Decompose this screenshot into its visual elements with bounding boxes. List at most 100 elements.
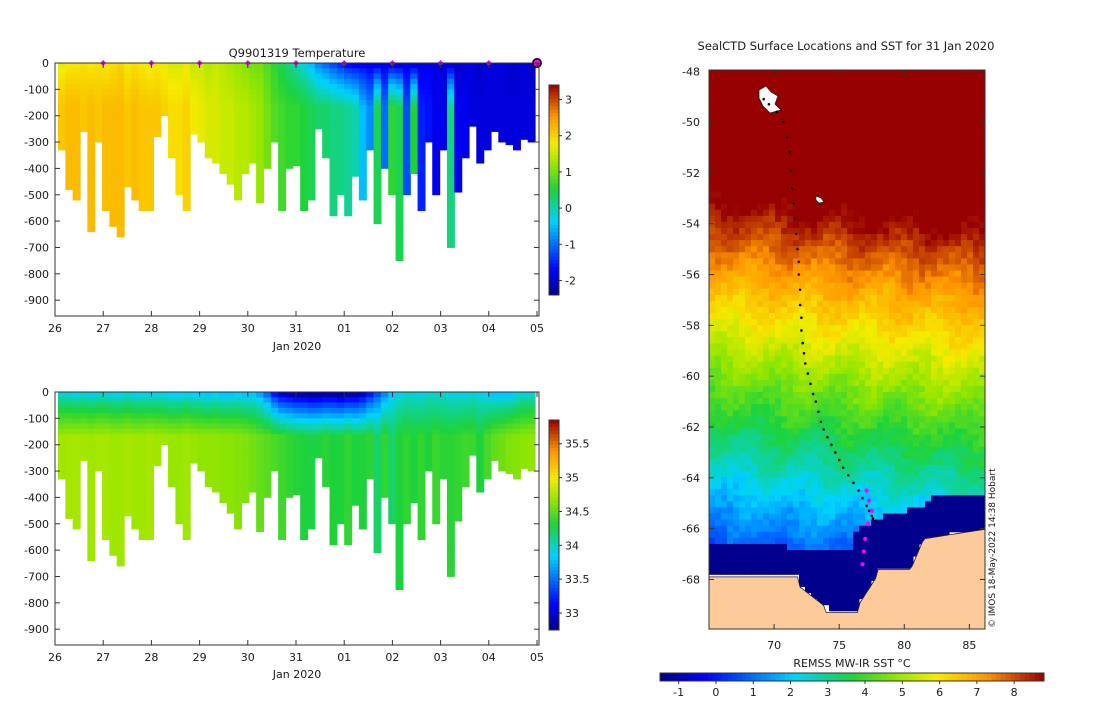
section-cell	[219, 413, 227, 419]
section-cell	[440, 450, 448, 456]
sst-cell	[883, 82, 890, 89]
section-cell	[330, 205, 338, 211]
section-cell	[212, 110, 220, 116]
section-cell	[374, 190, 382, 196]
section-cell	[241, 439, 249, 445]
sst-cell	[973, 216, 980, 223]
section-cell	[153, 84, 161, 90]
section-cell	[396, 95, 404, 101]
section-cell	[344, 110, 352, 116]
section-cell	[344, 105, 352, 111]
section-cell	[528, 74, 536, 80]
section-cell	[359, 519, 367, 525]
sst-cell	[775, 82, 782, 89]
section-cell	[212, 418, 220, 424]
sst-cell	[955, 222, 962, 229]
section-cell	[124, 184, 132, 187]
sst-cell	[745, 94, 752, 101]
sst-cell	[901, 301, 908, 308]
colorbar-step	[549, 592, 559, 596]
sst-cell	[763, 167, 770, 174]
section-cell	[403, 429, 411, 435]
section-cell	[124, 105, 132, 111]
sst-cell	[967, 301, 974, 308]
section-cell	[447, 126, 455, 132]
sst-cell	[751, 204, 758, 211]
sst-cell	[799, 216, 806, 223]
section-cell	[374, 408, 382, 414]
section-cell	[249, 392, 257, 398]
section-cell	[396, 576, 404, 582]
section-cell	[308, 476, 316, 482]
section-cell	[498, 455, 506, 461]
sst-cell	[931, 252, 938, 259]
sst-cell	[925, 258, 932, 265]
section-cell	[102, 158, 110, 164]
sst-cell	[781, 70, 788, 77]
sst-cell	[721, 307, 728, 314]
sst-cell	[841, 143, 848, 150]
sst-cell	[949, 216, 956, 223]
section-cell	[168, 74, 176, 80]
sst-cell	[919, 161, 926, 168]
sst-cell	[931, 204, 938, 211]
sst-cell	[793, 185, 800, 192]
sst-cell	[853, 246, 860, 253]
section-cell	[146, 205, 154, 211]
section-cell	[418, 429, 426, 435]
section-cell	[212, 445, 220, 451]
section-cell	[432, 403, 440, 409]
section-cell	[109, 132, 117, 138]
section-cell	[528, 397, 536, 403]
section-cell	[227, 126, 235, 132]
sst-cell	[907, 264, 914, 271]
section-cell	[87, 434, 95, 440]
y-tick-label: -900	[24, 623, 49, 636]
section-cell	[506, 403, 514, 409]
sst-cell	[745, 198, 752, 205]
sst-cell	[763, 228, 770, 235]
sst-cell	[709, 125, 716, 132]
sst-cell	[793, 222, 800, 229]
section-cell	[300, 466, 308, 472]
section-cell	[381, 100, 389, 106]
sst-cell	[751, 283, 758, 290]
sst-cell	[769, 131, 776, 138]
section-cell	[330, 424, 338, 430]
section-cell	[403, 450, 411, 456]
section-cell	[65, 163, 73, 169]
section-cell	[263, 105, 271, 111]
section-cell	[520, 132, 528, 138]
sst-cell	[751, 185, 758, 192]
sst-cell	[889, 204, 896, 211]
sst-cell	[709, 246, 716, 253]
section-cell	[300, 100, 308, 106]
section-cell	[330, 137, 338, 143]
section-cell	[506, 429, 514, 435]
map-title: SealCTD Surface Locations and SST for 31…	[698, 39, 995, 53]
section-cell	[183, 508, 191, 514]
sst-cell	[769, 167, 776, 174]
sst-cell	[817, 307, 824, 314]
sst-cell	[751, 113, 758, 120]
sst-cell	[733, 277, 740, 284]
section-cell	[124, 424, 132, 430]
sst-cell	[727, 76, 734, 83]
section-cell	[219, 158, 227, 164]
section-cell	[249, 79, 257, 85]
sst-cell	[745, 228, 752, 235]
section-cell	[124, 132, 132, 138]
section-cell	[139, 403, 147, 409]
sst-cell	[811, 283, 818, 290]
sst-cell	[937, 82, 944, 89]
section-cell	[131, 450, 139, 456]
sst-cell	[889, 113, 896, 120]
section-cell	[139, 424, 147, 430]
sst-cell	[883, 185, 890, 192]
section-cell	[73, 121, 81, 127]
section-cell	[227, 429, 235, 435]
section-cell	[352, 450, 360, 456]
section-cell	[462, 397, 470, 403]
section-cell	[87, 534, 95, 540]
section-cell	[381, 147, 389, 153]
